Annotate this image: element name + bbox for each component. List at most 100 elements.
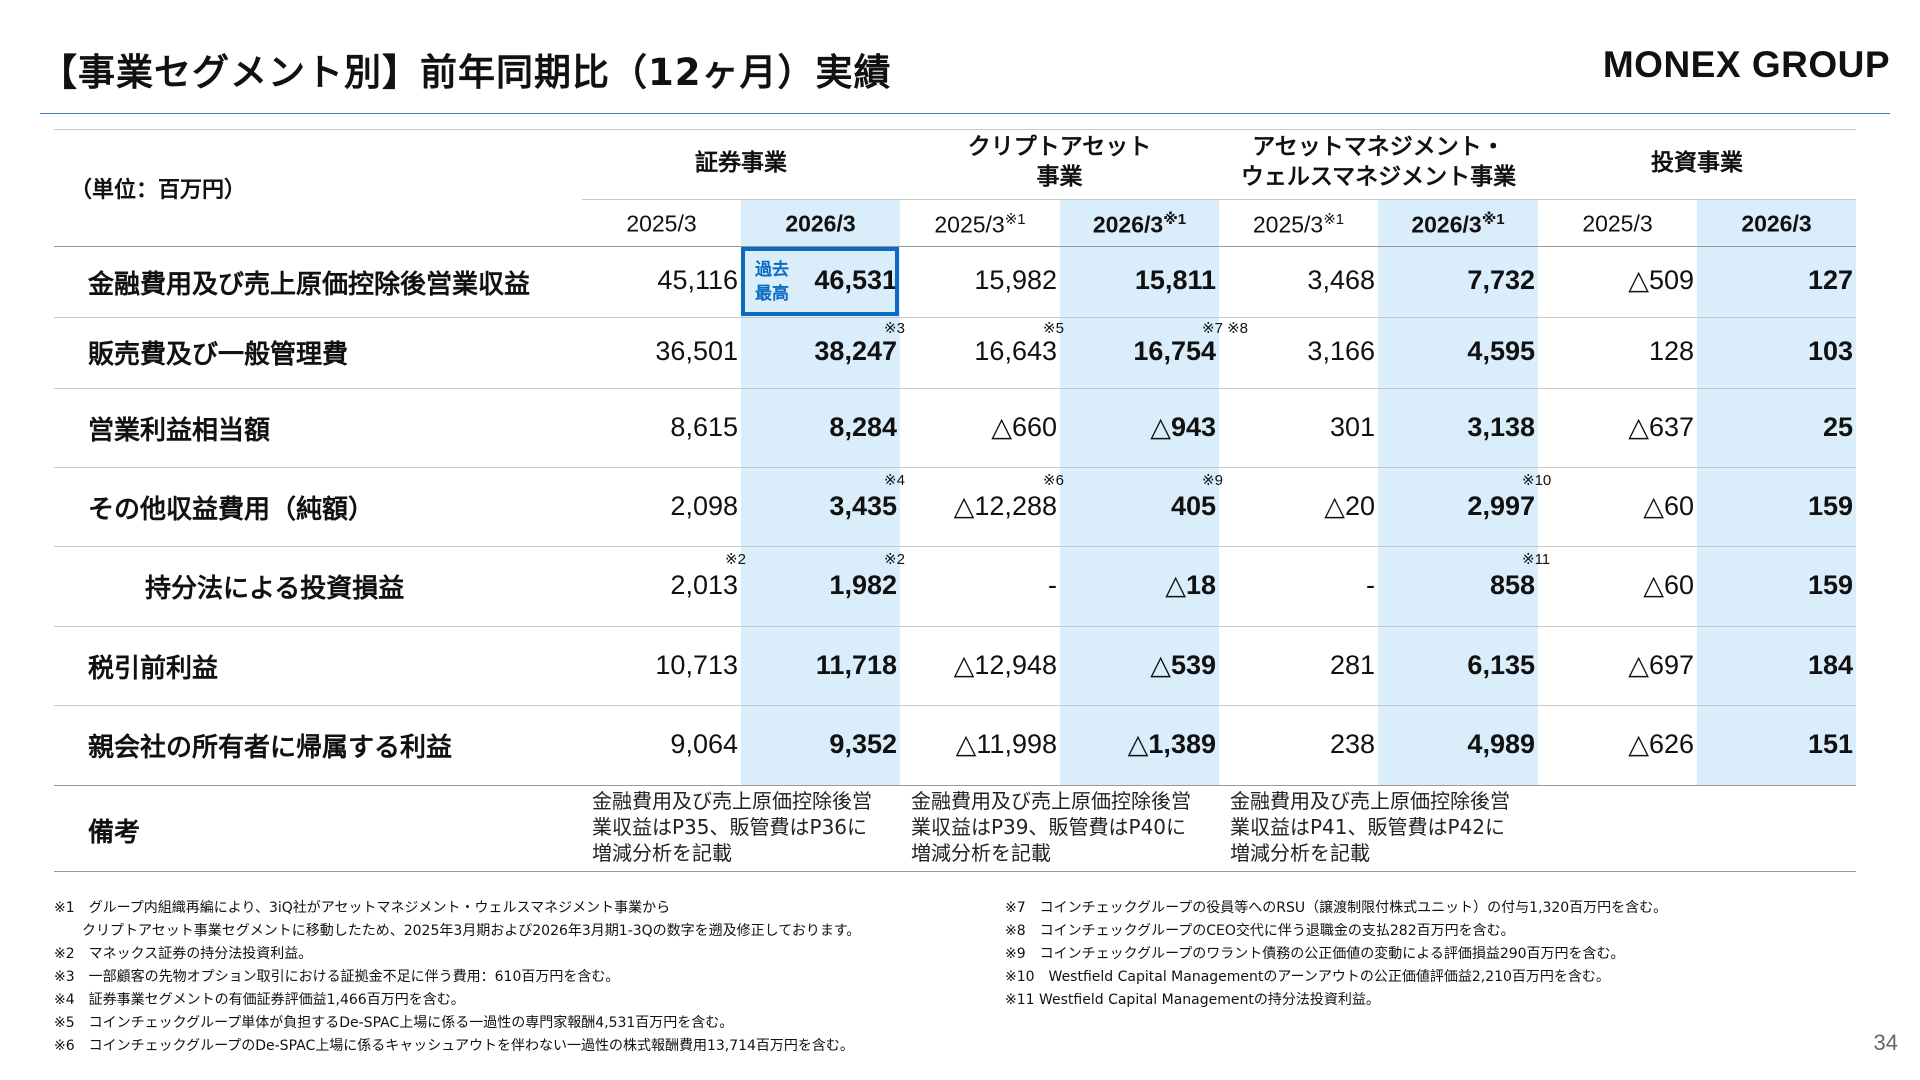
highlight-col-invest-2026 (1697, 200, 1856, 785)
value-cell: 9,064 (670, 729, 738, 759)
value-cell: 3,435 (829, 491, 897, 521)
year-header: 2025/3※1 (934, 211, 1026, 238)
value-cell: △539 (1150, 650, 1216, 680)
value-cell: 3,166 (1307, 336, 1375, 366)
footnote-mark: ※11 (1522, 551, 1551, 568)
row-line-6 (54, 705, 1856, 706)
value-cell: 3,468 (1307, 265, 1375, 295)
value-cell: △60 (1643, 570, 1694, 600)
segment-header-crypto: クリプトアセット 事業 (967, 134, 1152, 190)
value-cell: 3,138 (1467, 412, 1535, 442)
value-cell: 6,135 (1467, 650, 1535, 680)
value-cell: 128 (1648, 336, 1694, 366)
footnote-mark: ※5 (1043, 320, 1064, 337)
value-cell: 45,116 (657, 265, 738, 295)
year-header: 2025/3 (1582, 210, 1653, 237)
row-line-4 (54, 546, 1856, 547)
value-cell: 184 (1807, 650, 1853, 680)
value-cell: △18 (1165, 570, 1216, 600)
row-line-2 (54, 388, 1856, 389)
row-label-remarks: 備考 (88, 818, 141, 848)
value-cell: 15,811 (1134, 265, 1216, 295)
highlight-col-crypto-2026 (1060, 200, 1219, 785)
value-cell: 1,982 (829, 570, 897, 600)
record-high-box (741, 247, 899, 316)
footnote-mark: ※6 (1043, 472, 1064, 489)
footnote-mark: ※4 (884, 472, 905, 489)
value-cell: 8,284 (829, 412, 897, 442)
page-title: 【事業セグメント別】前年同期比（12ヶ月）実績 (40, 51, 892, 94)
title-divider (40, 113, 1890, 114)
value-cell: △11,998 (955, 729, 1057, 759)
value-cell: 4,595 (1467, 336, 1535, 366)
footnote-mark: ※2 (725, 551, 746, 568)
value-cell: △509 (1628, 265, 1694, 295)
row-line-3 (54, 467, 1856, 468)
row-label-other-income: その他収益費用（純額） (88, 495, 375, 525)
value-cell: △12,288 (953, 491, 1057, 521)
remark-securities: 金融費用及び売上原価控除後営 業収益はP35、販管費はP36に 増減分析を記載 (592, 789, 872, 865)
year-header: 2025/3※1 (1252, 211, 1345, 238)
footnote-mark: ※7 ※8 (1202, 320, 1248, 337)
value-cell: 15,982 (974, 265, 1057, 295)
year-header: 2026/3※1 (1092, 211, 1187, 238)
value-cell: 10,713 (655, 650, 738, 680)
value-cell: 9,352 (829, 729, 897, 759)
footnote-mark: ※9 (1202, 472, 1223, 489)
footnote-mark: ※10 (1522, 472, 1552, 489)
value-cell: - (1048, 570, 1057, 600)
value-cell: 301 (1329, 412, 1375, 442)
value-cell: - (1366, 570, 1375, 600)
footnotes-left: ※1 グループ内組織再編により、3iQ社がアセットマネジメント・ウェルスマネジメ… (54, 900, 861, 1054)
value-cell: △660 (991, 412, 1057, 442)
value-cell: 103 (1807, 336, 1853, 366)
year-header: 2026/3 (785, 210, 856, 237)
row-label-pretax-profit: 税引前利益 (88, 654, 219, 684)
value-cell: 405 (1170, 491, 1216, 521)
value-cell: △697 (1628, 650, 1694, 680)
footnotes-right: ※7 コインチェックグループの役員等へのRSU（譲渡制限付株式ユニット）の付与1… (1005, 900, 1668, 1008)
value-cell: 7,732 (1467, 265, 1535, 295)
value-cell: 16,643 (974, 336, 1057, 366)
value-cell: 281 (1329, 650, 1375, 680)
value-cell: △60 (1643, 491, 1694, 521)
value-cell: △626 (1628, 729, 1694, 759)
highlight-col-am-2026 (1378, 200, 1538, 785)
row-label-revenue: 金融費用及び売上原価控除後営業収益 (88, 270, 531, 300)
value-cell: 46,531 (814, 265, 897, 295)
segment-header-securities: 証券事業 (695, 150, 787, 176)
year-header: 2026/3 (1741, 210, 1812, 237)
row-line-5 (54, 626, 1856, 627)
value-cell: 2,997 (1467, 491, 1535, 521)
segment-underline (582, 199, 1856, 200)
value-cell: 858 (1489, 570, 1535, 600)
remark-crypto: 金融費用及び売上原価控除後営 業収益はP39、販管費はP40に 増減分析を記載 (911, 789, 1191, 865)
value-cell: 127 (1807, 265, 1853, 295)
value-cell: △20 (1324, 491, 1375, 521)
value-cell: 25 (1822, 412, 1853, 442)
remark-asset-wealth: 金融費用及び売上原価控除後営 業収益はP41、販管費はP42に 増減分析を記載 (1230, 789, 1510, 865)
value-cell: 16,754 (1133, 336, 1216, 366)
row-label-operating-profit: 営業利益相当額 (88, 416, 271, 446)
value-cell: △12,948 (953, 650, 1057, 680)
value-cell: 151 (1807, 729, 1853, 759)
row-label-net-profit: 親会社の所有者に帰属する利益 (88, 733, 453, 763)
brand-logo: MONEX GROUP (1602, 44, 1890, 85)
value-cell: 8,615 (670, 412, 738, 442)
unit-label: （単位：百万円） (70, 178, 247, 203)
highlight-col-securities-2026 (741, 200, 900, 785)
value-cell: 159 (1807, 570, 1853, 600)
segment-header-asset-wealth: アセットマネジメント・ ウェルスマネジメント事業 (1240, 134, 1517, 190)
footnote-mark: ※3 (884, 320, 905, 337)
value-cell: 36,501 (655, 336, 738, 366)
year-header: 2025/3 (626, 210, 697, 237)
footnote-mark: ※2 (884, 551, 905, 568)
value-cell: 11,718 (815, 650, 897, 680)
record-high-label: 過去 最高 (755, 260, 789, 304)
value-cell: 38,247 (814, 336, 897, 366)
row-line-1 (54, 317, 1856, 318)
year-header: 2026/3※1 (1411, 211, 1505, 238)
value-cell: 238 (1329, 729, 1375, 759)
value-cell: 4,989 (1467, 729, 1535, 759)
value-cell: 159 (1807, 491, 1853, 521)
